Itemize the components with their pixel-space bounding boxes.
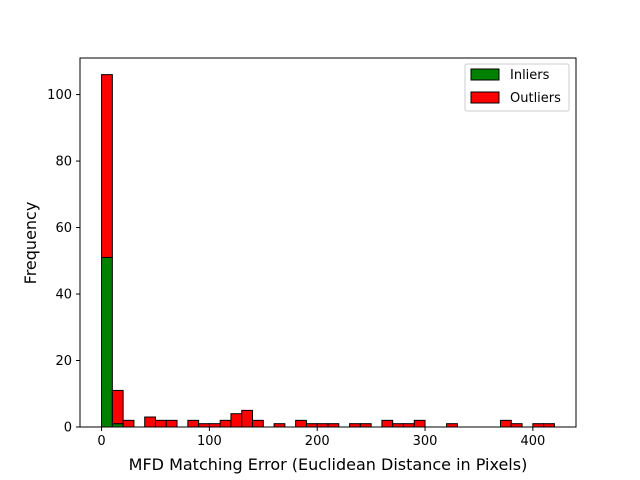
y-axis-ticks: 0 20 40 60 80 100 <box>47 88 80 436</box>
bar-outliers-bin-8 <box>187 419 200 428</box>
legend-swatch-inliers <box>470 68 500 81</box>
bar-outliers-bin-4 <box>144 416 156 428</box>
y-tick-label: 80 <box>55 155 72 170</box>
bar-outliers-bin-5 <box>154 419 167 428</box>
x-tick-label: 400 <box>520 434 545 449</box>
y-axis-label: Frequency <box>21 202 40 285</box>
y-tick-label: 60 <box>55 221 72 236</box>
bar-inliers-bin-0 <box>101 256 113 428</box>
legend-label-outliers: Outliers <box>510 91 561 106</box>
bar-outliers-bin-14 <box>252 419 264 428</box>
bar-outliers-bin-12 <box>230 413 243 428</box>
legend-swatch-outliers <box>470 91 500 104</box>
x-tick-label: 0 <box>97 434 105 449</box>
x-axis-label: MFD Matching Error (Euclidean Distance i… <box>129 455 528 474</box>
legend-label-inliers: Inliers <box>510 68 550 83</box>
bar-outliers-bin-6 <box>165 419 178 428</box>
x-tick-label: 100 <box>197 434 222 449</box>
bar-outliers-bin-26 <box>381 419 394 428</box>
bar-outliers-bin-11 <box>219 419 232 428</box>
legend: Inliers Outliers <box>464 63 570 112</box>
bar-outliers-bin-37 <box>500 419 512 428</box>
x-tick-label: 200 <box>305 434 330 449</box>
bar-outliers-bin-18 <box>295 419 307 428</box>
y-tick-label: 40 <box>55 288 72 303</box>
bar-outliers-bin-13 <box>241 409 254 428</box>
plot-frame <box>79 57 577 428</box>
bar-outliers-bin-29 <box>413 419 426 428</box>
bar-outliers-bin-2 <box>122 419 135 428</box>
bar-outliers-bin-0 <box>101 74 113 258</box>
y-tick-label: 20 <box>55 354 72 369</box>
x-axis-ticks: 0 100 200 300 400 <box>97 427 545 449</box>
y-tick-label: 0 <box>64 421 72 436</box>
x-tick-label: 300 <box>413 434 438 449</box>
bar-outliers-bin-1 <box>111 389 124 425</box>
y-tick-label: 100 <box>47 88 72 103</box>
